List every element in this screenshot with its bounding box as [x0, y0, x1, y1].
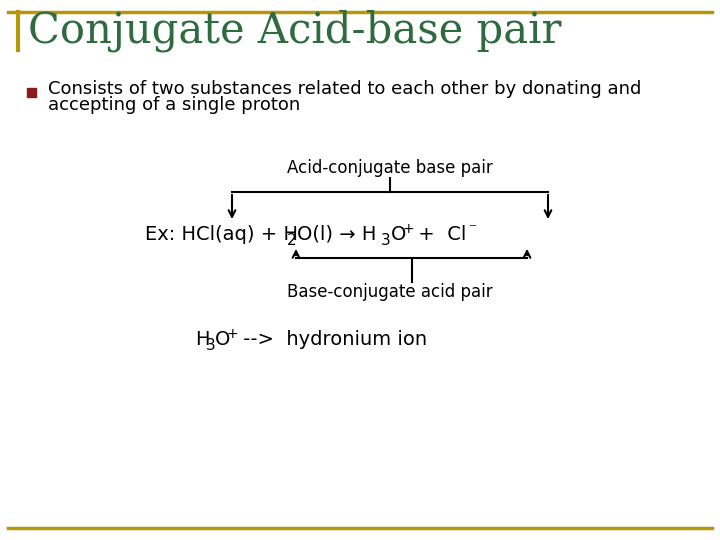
- Text: Consists of two substances related to each other by donating and: Consists of two substances related to ea…: [48, 80, 642, 98]
- Text: accepting of a single proton: accepting of a single proton: [48, 96, 300, 114]
- Text: ⁻: ⁻: [469, 221, 477, 236]
- Text: H: H: [195, 330, 210, 349]
- Text: Conjugate Acid-base pair: Conjugate Acid-base pair: [28, 10, 562, 52]
- Text: Acid-conjugate base pair: Acid-conjugate base pair: [287, 159, 493, 177]
- Text: 3: 3: [381, 233, 391, 248]
- Text: -->  hydronium ion: --> hydronium ion: [237, 330, 427, 349]
- Text: 2: 2: [287, 233, 297, 248]
- Text: Base-conjugate acid pair: Base-conjugate acid pair: [287, 283, 492, 301]
- Text: +: +: [227, 327, 238, 341]
- Bar: [27, 88, 36, 97]
- Text: 3: 3: [206, 338, 216, 353]
- Text: +  Cl: + Cl: [412, 225, 467, 244]
- Text: O: O: [215, 330, 230, 349]
- Text: O(l) → H: O(l) → H: [297, 225, 377, 244]
- Text: Ex: HCl(aq) + H: Ex: HCl(aq) + H: [145, 225, 298, 244]
- Text: O: O: [391, 225, 406, 244]
- Text: +: +: [402, 222, 413, 236]
